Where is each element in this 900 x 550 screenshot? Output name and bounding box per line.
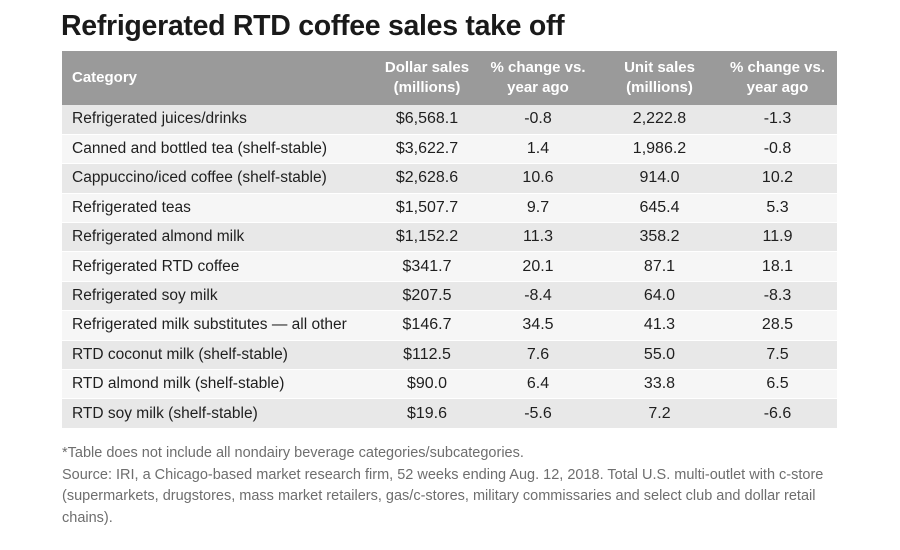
row-unit-change: -1.3 xyxy=(763,110,792,128)
row-category: Refrigerated juices/drinks xyxy=(72,110,247,128)
sales-table: Category Dollar sales (millions) % chang… xyxy=(62,51,837,429)
row-unit-change: 10.2 xyxy=(761,169,794,187)
row-category: Refrigerated RTD coffee xyxy=(72,257,240,275)
row-dollar-change: 20.1 xyxy=(522,257,554,275)
row-unit-sales: 645.4 xyxy=(639,198,680,216)
row-unit-change: 6.5 xyxy=(766,375,789,393)
row-unit-change: 11.9 xyxy=(762,228,793,246)
source-note: Source: IRI, a Chicago-based market rese… xyxy=(62,466,824,526)
table-row: RTD soy milk (shelf-stable) $19.6 -5.6 7… xyxy=(62,398,837,429)
row-category: Refrigerated teas xyxy=(72,198,191,216)
table-row: Refrigerated milk substitutes — all othe… xyxy=(62,310,837,341)
row-unit-change: -6.6 xyxy=(763,404,792,422)
row-dollar-sales: $2,628.6 xyxy=(395,169,459,187)
table-row: Refrigerated juices/drinks $6,568.1 -0.8… xyxy=(62,105,837,135)
row-dollar-change: 1.4 xyxy=(526,140,550,158)
row-unit-change: -0.8 xyxy=(763,140,792,158)
row-dollar-change: 7.6 xyxy=(526,345,550,363)
row-category: Refrigerated milk substitutes — all othe… xyxy=(72,316,347,334)
row-unit-sales: 2,222.8 xyxy=(632,110,687,128)
row-unit-change: 18.1 xyxy=(761,257,794,275)
row-dollar-change: -0.8 xyxy=(524,110,552,128)
row-dollar-sales: $90.0 xyxy=(406,375,448,393)
header-dollar-sales: Dollar sales (millions) xyxy=(384,59,470,96)
row-dollar-sales: $1,507.7 xyxy=(395,198,459,216)
row-dollar-change: 34.5 xyxy=(522,316,554,334)
row-category: Canned and bottled tea (shelf-stable) xyxy=(72,140,328,158)
row-unit-change: 7.5 xyxy=(766,345,789,363)
table-row: RTD coconut milk (shelf-stable) $112.5 7… xyxy=(62,340,837,370)
table-row: Cappuccino/iced coffee (shelf-stable) $2… xyxy=(62,163,837,194)
row-dollar-sales: $6,568.1 xyxy=(395,110,459,128)
table-row: Canned and bottled tea (shelf-stable) $3… xyxy=(62,134,837,164)
row-dollar-change: -5.6 xyxy=(524,404,552,422)
row-dollar-sales: $341.7 xyxy=(402,257,452,275)
page-title: Refrigerated RTD coffee sales take off xyxy=(61,10,565,42)
row-unit-sales: 87.1 xyxy=(643,257,676,275)
row-category: RTD coconut milk (shelf-stable) xyxy=(72,345,288,363)
row-dollar-change: 11.3 xyxy=(523,228,553,246)
row-unit-sales: 914.0 xyxy=(639,169,680,187)
row-category: Cappuccino/iced coffee (shelf-stable) xyxy=(72,169,327,187)
row-unit-sales: 358.2 xyxy=(639,228,680,246)
row-dollar-change: 6.4 xyxy=(526,375,550,393)
row-dollar-sales: $3,622.7 xyxy=(395,140,459,158)
row-category: Refrigerated almond milk xyxy=(72,228,245,246)
row-category: RTD almond milk (shelf-stable) xyxy=(72,375,285,393)
table-row: Refrigerated soy milk $207.5 -8.4 64.0 -… xyxy=(62,281,837,311)
row-unit-sales: 7.2 xyxy=(648,404,671,422)
row-dollar-sales: $146.7 xyxy=(402,316,452,334)
row-dollar-sales: $1,152.2 xyxy=(395,228,459,246)
row-unit-sales: 41.3 xyxy=(643,316,676,334)
row-unit-sales: 64.0 xyxy=(643,287,676,305)
row-unit-sales: 55.0 xyxy=(643,345,676,363)
row-unit-change: -8.3 xyxy=(763,287,792,305)
table-row: Refrigerated almond milk $1,152.2 11.3 3… xyxy=(62,222,837,252)
header-unit-sales: Unit sales (millions) xyxy=(624,59,695,96)
row-unit-sales: 33.8 xyxy=(643,375,676,393)
table-row: Refrigerated RTD coffee $341.7 20.1 87.1… xyxy=(62,251,837,282)
row-dollar-sales: $19.6 xyxy=(406,404,448,422)
row-unit-change: 5.3 xyxy=(766,198,789,216)
header-category: Category xyxy=(72,69,138,86)
table-row: Refrigerated teas $1,507.7 9.7 645.4 5.3 xyxy=(62,193,837,223)
header-dollar-change: % change vs. year ago xyxy=(490,59,586,96)
table-header-row: Category Dollar sales (millions) % chang… xyxy=(62,51,837,105)
row-dollar-sales: $112.5 xyxy=(403,345,451,363)
footnote: *Table does not include all nondairy bev… xyxy=(62,445,524,461)
row-dollar-change: 9.7 xyxy=(526,198,550,216)
table-row: RTD almond milk (shelf-stable) $90.0 6.4… xyxy=(62,369,837,399)
row-dollar-sales: $207.5 xyxy=(402,287,452,305)
header-unit-change: % change vs. year ago xyxy=(729,59,826,96)
row-category: RTD soy milk (shelf-stable) xyxy=(72,404,258,422)
row-category: Refrigerated soy milk xyxy=(72,287,218,305)
row-unit-change: 28.5 xyxy=(761,316,794,334)
row-dollar-change: 10.6 xyxy=(522,169,554,187)
row-unit-sales: 1,986.2 xyxy=(632,140,687,158)
table-notes: *Table does not include all nondairy bev… xyxy=(62,443,852,529)
row-dollar-change: -8.4 xyxy=(524,287,552,305)
